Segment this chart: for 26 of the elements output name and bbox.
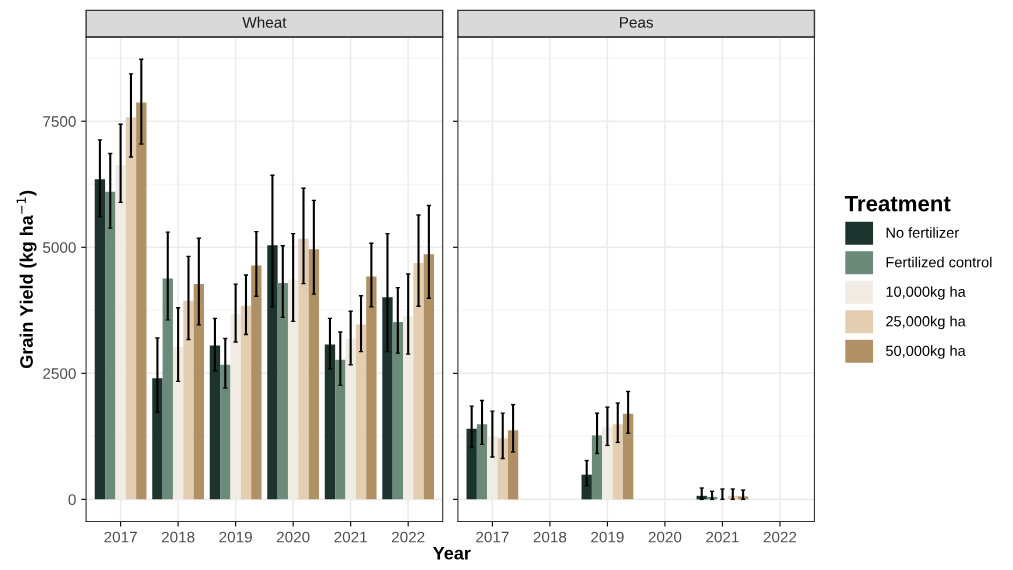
legend-title: Treatment bbox=[844, 195, 951, 212]
chart-title: Peas bbox=[620, 17, 654, 28]
legend-label: 25,000kg ha bbox=[886, 315, 966, 330]
x-tick-label: 2021 bbox=[334, 531, 367, 543]
legend-label: 50,000kg ha bbox=[886, 345, 966, 359]
y-axis-title: Grain Yield (kg ha$^{−1}$) bbox=[16, 190, 37, 369]
x-tick-label: 2018 bbox=[533, 531, 567, 543]
x-tick-label: 2017 bbox=[476, 531, 509, 543]
x-tick-label: 2018 bbox=[161, 531, 195, 543]
x-tick-label: 2017 bbox=[104, 531, 137, 543]
y-tick-label: 7500 bbox=[43, 116, 76, 127]
legend-label: No fertilizer bbox=[886, 227, 959, 238]
x-tick-label: 2019 bbox=[219, 531, 252, 543]
legend-label: Fertilized control bbox=[886, 256, 992, 268]
x-tick-label: 2022 bbox=[391, 531, 425, 543]
y-tick-label: 5000 bbox=[43, 242, 76, 253]
x-tick-label: 2020 bbox=[648, 531, 682, 543]
chart-title: Wheat bbox=[242, 16, 287, 28]
y-tick-label: 0 bbox=[68, 494, 76, 506]
legend-label: 10,000kg ha bbox=[886, 286, 966, 300]
y-tick-label: 2500 bbox=[43, 368, 76, 380]
x-tick-label: 2019 bbox=[591, 531, 624, 543]
x-tick-label: 2022 bbox=[763, 531, 797, 543]
x-axis-title: Year bbox=[433, 546, 471, 560]
x-tick-label: 2020 bbox=[276, 531, 310, 543]
x-tick-label: 2021 bbox=[706, 531, 739, 543]
